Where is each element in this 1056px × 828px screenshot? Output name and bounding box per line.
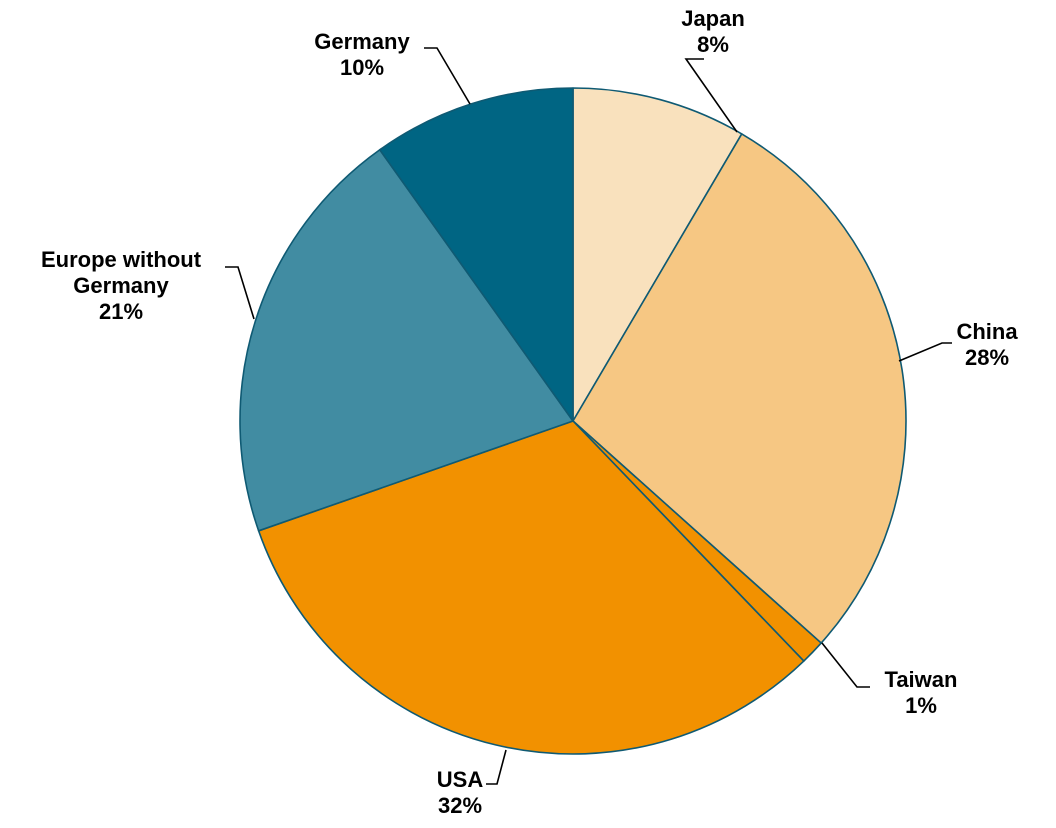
slice-name-label-taiwan: Taiwan (885, 667, 958, 692)
slice-name-label-europe-without-germany: Europe without (41, 247, 202, 272)
slice-name-label-japan: Japan (681, 6, 745, 31)
pie-slice-japan (572, 87, 743, 422)
slices-layer (239, 87, 907, 755)
pie-slice-germany (379, 87, 574, 422)
slice-value-label-china: 28% (965, 345, 1009, 370)
slice-value-label-europe-without-germany: 21% (99, 299, 143, 324)
leader-line-japan (684, 58, 738, 133)
leader-line-europe-without-germany (225, 266, 255, 320)
leader-lines-layer (225, 47, 952, 785)
slice-name-label-germany: Germany (314, 29, 410, 54)
leader-line-china (898, 342, 952, 362)
pie-slice-europe-without-germany (239, 148, 574, 532)
slice-value-label-germany: 10% (340, 55, 384, 80)
leader-line-germany (424, 47, 471, 105)
slice-value-label-taiwan: 1% (905, 693, 937, 718)
slice-value-label-japan: 8% (697, 32, 729, 57)
slice-value-label-usa: 32% (438, 793, 482, 818)
pie-slice-china (572, 133, 907, 644)
slice-name-label-china: China (956, 319, 1018, 344)
pie-slice-usa (257, 420, 805, 755)
slice-name-label-usa: USA (437, 767, 484, 792)
leader-line-taiwan (821, 642, 870, 688)
slice-name-label-europe-without-germany: Germany (73, 273, 169, 298)
leader-line-usa (486, 749, 507, 785)
